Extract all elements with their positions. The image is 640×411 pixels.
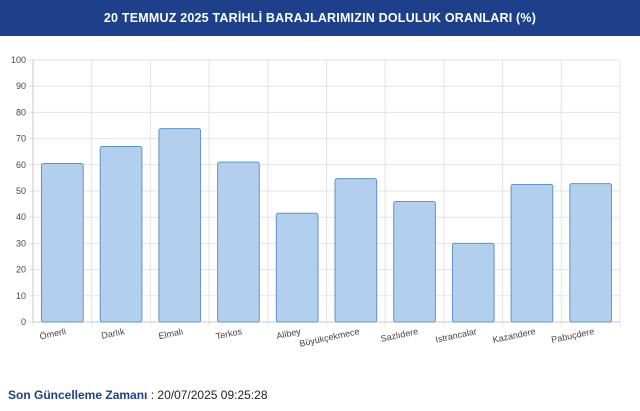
bar-10[interactable]: [569, 183, 612, 323]
x-tick-label: Ömerli: [39, 326, 67, 341]
y-tick-label: 40: [16, 212, 26, 222]
x-tick-label: Büyükçekmece: [298, 326, 360, 348]
bar-9[interactable]: [510, 183, 554, 323]
y-tick-label: 100: [11, 55, 26, 65]
x-tick-label: Darlık: [100, 326, 126, 341]
y-tick-label: 30: [16, 238, 26, 248]
y-tick-label: 0: [21, 317, 26, 327]
x-tick-label: Sazlıdere: [380, 326, 419, 344]
bar-8[interactable]: [451, 242, 495, 323]
x-tick-label: Istrancalar: [434, 326, 477, 345]
chart-title: 20 TEMMUZ 2025 TARİHLİ BARAJLARIMIZIN DO…: [103, 11, 537, 25]
x-tick-label: Elmalı: [158, 326, 185, 341]
bar-3[interactable]: [158, 128, 202, 323]
chart-title-bar: 20 TEMMUZ 2025 TARİHLİ BARAJLARIMIZIN DO…: [0, 0, 640, 36]
last-updated-separator: :: [147, 388, 158, 402]
y-tick-label: 20: [16, 265, 26, 275]
x-tick-label: Terkos: [215, 326, 243, 341]
chart-area: 0 10 20 30 40 50 60 70 80 90 100 Ömerli Darlık Elmalı…: [0, 36, 640, 356]
bar-6[interactable]: [334, 178, 378, 323]
bar-1[interactable]: [41, 162, 84, 323]
bar-5[interactable]: [275, 212, 319, 323]
y-tick-label: 10: [16, 291, 26, 301]
y-tick-label: 60: [16, 160, 26, 170]
x-tick-label: Pabuçdere: [550, 326, 595, 345]
y-tick-label: 70: [16, 134, 26, 144]
last-updated: Son Güncelleme Zamanı : 20/07/2025 09:25…: [8, 388, 268, 402]
bar-2[interactable]: [99, 145, 143, 323]
bar-7[interactable]: [393, 200, 436, 323]
last-updated-value: 20/07/2025 09:25:28: [157, 388, 268, 402]
y-tick-label: 90: [16, 81, 26, 91]
bar-4[interactable]: [217, 161, 260, 323]
y-tick-label: 80: [16, 107, 26, 117]
last-updated-label: Son Güncelleme Zamanı: [8, 388, 148, 402]
bar-chart: 0 10 20 30 40 50 60 70 80 90 100 Ömerli Darlık Elmalı…: [11, 55, 621, 349]
bars: [41, 128, 612, 323]
y-tick-label: 50: [16, 186, 26, 196]
x-tick-label: Kazandere: [492, 326, 537, 345]
